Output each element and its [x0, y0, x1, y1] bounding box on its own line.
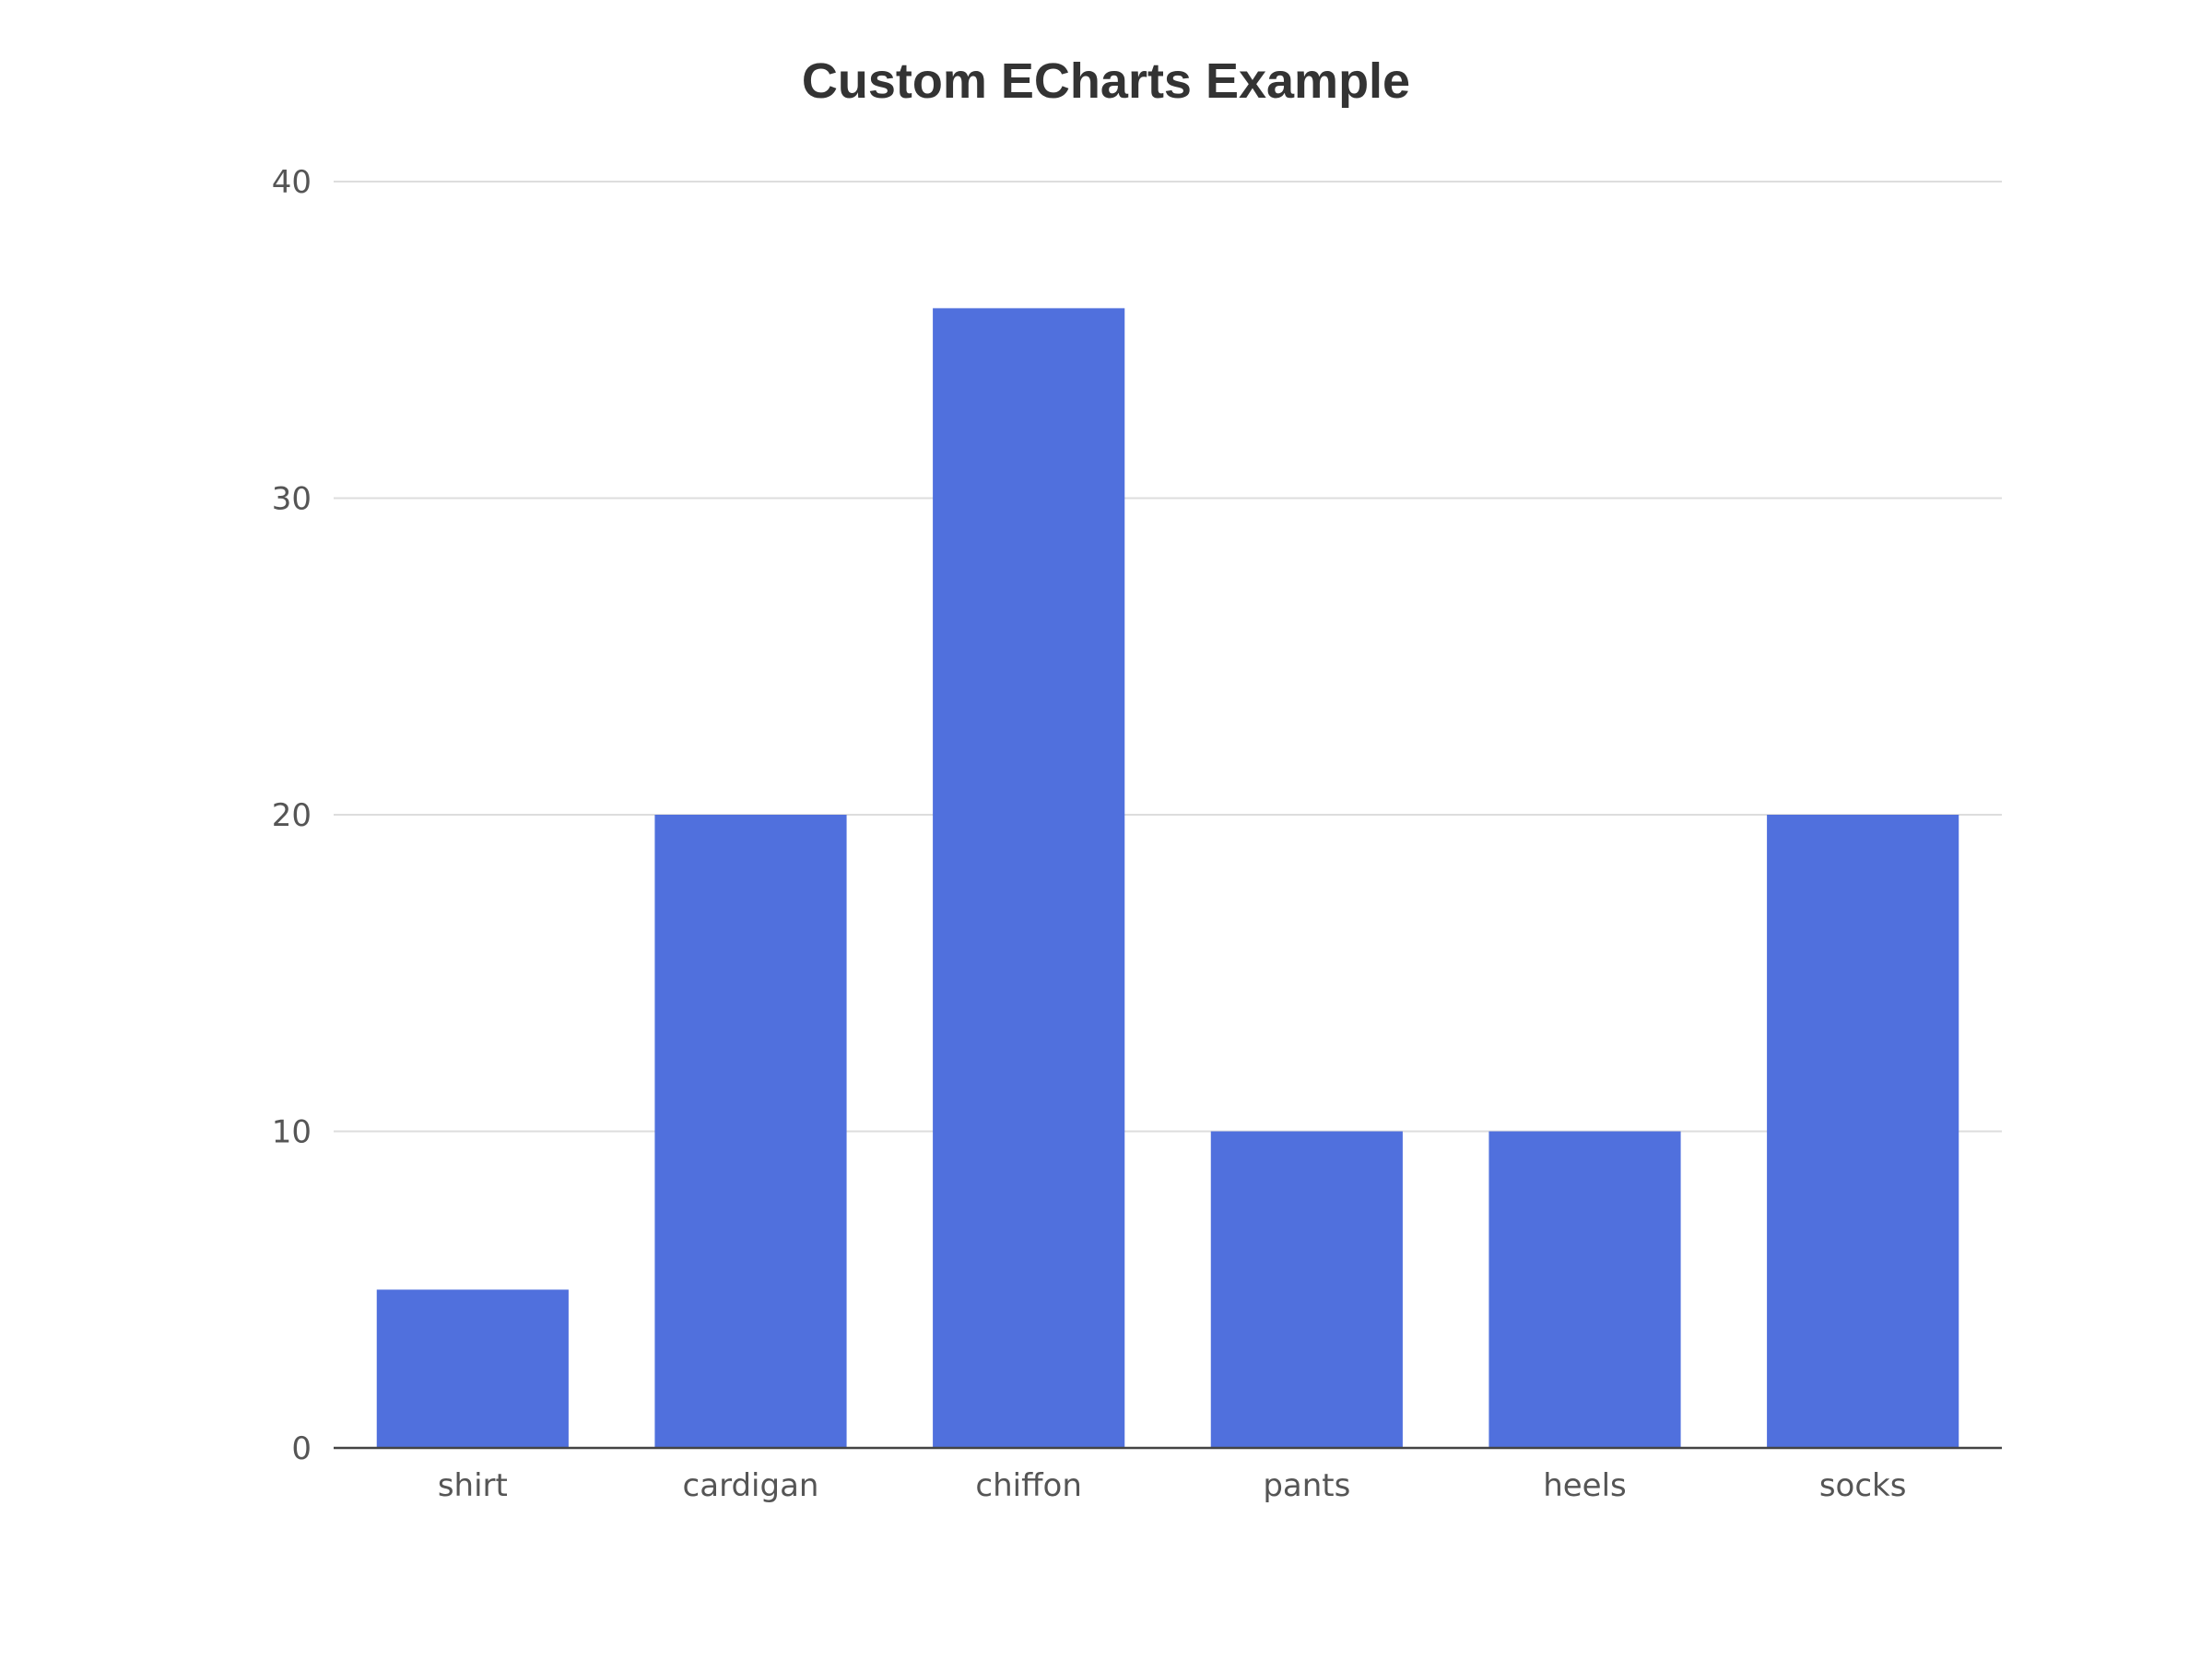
y-tick-label: 30 — [272, 481, 312, 518]
bar-pants[interactable] — [1210, 1131, 1403, 1449]
y-tick-label: 10 — [272, 1114, 312, 1151]
x-tick-label-shirt: shirt — [438, 1467, 508, 1504]
y-tick-label: 0 — [291, 1430, 312, 1467]
y-tick-label: 40 — [272, 164, 312, 201]
x-tick-label-socks: socks — [1819, 1467, 1907, 1504]
x-tick-label-cardigan: cardigan — [683, 1467, 819, 1504]
x-axis-labels: shirt cardigan chiffon pants heels socks — [438, 1467, 1907, 1504]
bar-cardigan[interactable] — [654, 815, 847, 1448]
bars — [376, 308, 1959, 1449]
bar-socks[interactable] — [1767, 815, 1959, 1448]
x-tick-label-chiffon: chiffon — [975, 1467, 1081, 1504]
x-tick-label-heels: heels — [1543, 1467, 1627, 1504]
bar-shirt[interactable] — [376, 1289, 569, 1448]
x-tick-label-pants: pants — [1263, 1467, 1350, 1504]
grid-lines — [334, 181, 2002, 1133]
chart-title: Custom ECharts Example — [802, 53, 1410, 109]
y-axis-labels: 0 10 20 30 40 — [272, 164, 312, 1467]
bar-chiffon[interactable] — [933, 308, 1125, 1448]
bar-heels[interactable] — [1488, 1131, 1681, 1449]
y-tick-label: 20 — [272, 797, 312, 834]
